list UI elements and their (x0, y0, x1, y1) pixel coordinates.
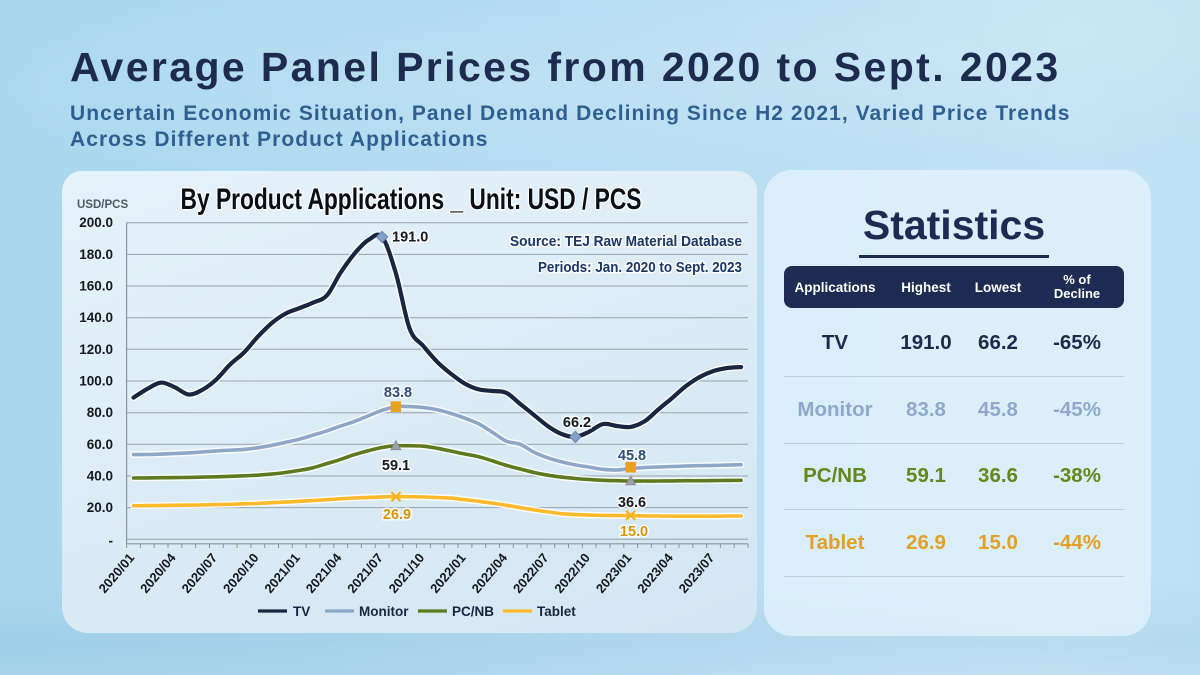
svg-text:40.0: 40.0 (87, 469, 113, 484)
svg-text:2022/10: 2022/10 (551, 550, 593, 596)
svg-text:160.0: 160.0 (79, 279, 113, 294)
svg-text:2020/01: 2020/01 (96, 550, 138, 596)
svg-text:Tablet: Tablet (537, 604, 576, 619)
svg-text:120.0: 120.0 (79, 342, 113, 357)
svg-text:PC/NB: PC/NB (452, 604, 494, 619)
svg-text:45.8: 45.8 (618, 448, 646, 464)
svg-text:2022/07: 2022/07 (510, 550, 552, 596)
svg-text:Periods: Jan. 2020 to Sept. 20: Periods: Jan. 2020 to Sept. 2023 (538, 260, 742, 276)
svg-text:2021/07: 2021/07 (344, 550, 386, 596)
svg-text:2023/01: 2023/01 (593, 550, 635, 596)
svg-text:2022/01: 2022/01 (427, 550, 469, 596)
svg-text:2020/07: 2020/07 (178, 550, 220, 596)
svg-text:2022/04: 2022/04 (468, 550, 510, 596)
svg-text:USD/PCS: USD/PCS (77, 199, 128, 211)
svg-text:2023/07: 2023/07 (676, 550, 718, 596)
svg-text:36.6: 36.6 (618, 495, 646, 511)
svg-text:2020/10: 2020/10 (220, 550, 262, 596)
svg-text:-: - (109, 534, 114, 549)
svg-text:Source: TEJ Raw Material Datab: Source: TEJ Raw Material Database (510, 234, 742, 250)
svg-text:66.2: 66.2 (563, 415, 591, 431)
svg-text:80.0: 80.0 (87, 405, 113, 420)
svg-text:83.8: 83.8 (384, 385, 412, 401)
svg-text:26.9: 26.9 (383, 507, 411, 523)
svg-text:Monitor: Monitor (359, 604, 409, 619)
svg-text:TV: TV (293, 604, 310, 619)
svg-text:2023/04: 2023/04 (634, 550, 676, 596)
svg-text:15.0: 15.0 (620, 524, 648, 540)
svg-text:20.0: 20.0 (87, 500, 113, 515)
svg-text:180.0: 180.0 (79, 247, 113, 262)
svg-text:59.1: 59.1 (382, 458, 410, 474)
svg-text:100.0: 100.0 (79, 374, 113, 389)
svg-text:191.0: 191.0 (392, 230, 428, 246)
svg-text:140.0: 140.0 (79, 310, 113, 325)
svg-text:2020/04: 2020/04 (137, 550, 179, 596)
svg-text:By Product Applications _ Unit: By Product Applications _ Unit: USD / PC… (181, 183, 642, 216)
svg-text:200.0: 200.0 (79, 215, 113, 230)
svg-text:2021/04: 2021/04 (303, 550, 345, 596)
svg-text:2021/01: 2021/01 (261, 550, 303, 596)
svg-text:60.0: 60.0 (87, 437, 113, 452)
svg-text:2021/10: 2021/10 (386, 550, 428, 596)
